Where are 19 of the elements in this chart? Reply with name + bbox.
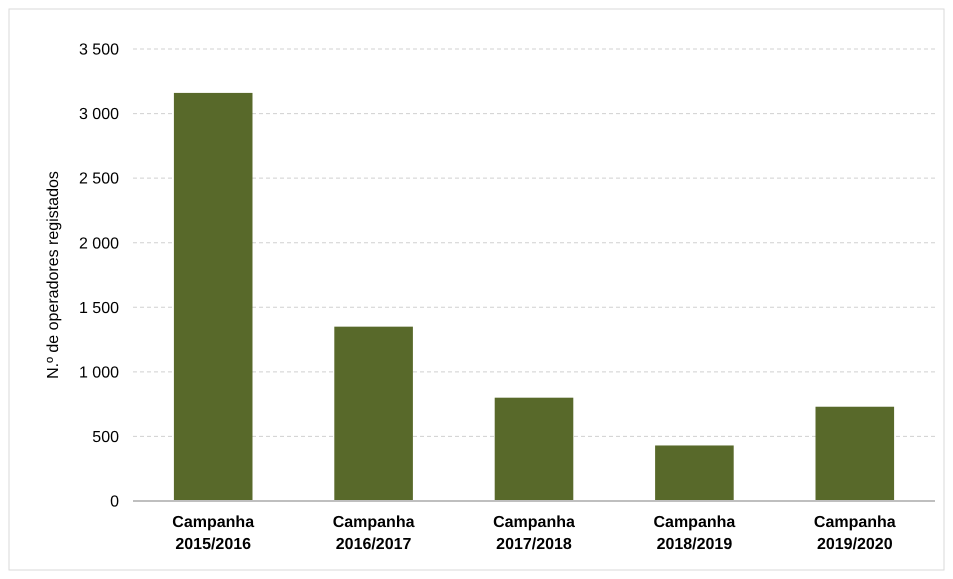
y-tick-label: 2 000 [78, 235, 120, 252]
x-tick-label: Campanha 2019/2020 [814, 514, 896, 553]
y-tick-label: 3 000 [78, 106, 120, 124]
bar [334, 326, 413, 501]
x-tick-label: Campanha 2016/2017 [332, 514, 415, 553]
bar [816, 406, 894, 501]
y-tick-label: 0 [110, 494, 120, 511]
x-tick-label: Campanha 2017/2018 [493, 514, 575, 553]
y-tick-label: 500 [92, 429, 120, 446]
bar [655, 445, 734, 501]
y-tick-label: 1 500 [78, 300, 120, 317]
y-tick-label: 2 500 [78, 170, 120, 188]
bar [494, 398, 574, 501]
y-tick-label: 1 000 [78, 364, 120, 382]
x-tick-label: Campanha 2015/2016 [172, 514, 254, 553]
bar [174, 92, 252, 501]
y-tick-label: 3 500 [78, 42, 120, 59]
x-tick-label: Campanha 2018/2019 [654, 514, 736, 553]
y-axis-title: N.º de operadores registados [45, 171, 62, 379]
